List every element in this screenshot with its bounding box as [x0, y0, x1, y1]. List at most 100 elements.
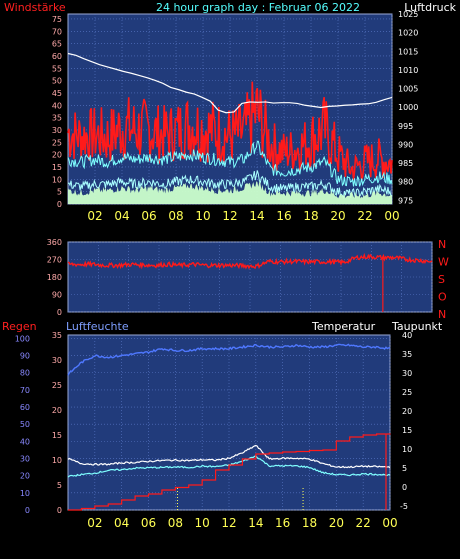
- humidity-tick-label: 90: [20, 352, 30, 361]
- temperature-tick-label: 25: [402, 388, 412, 397]
- humidity-tick-label: 0: [25, 506, 30, 515]
- humidity-tick-label: 70: [20, 386, 30, 395]
- y-right-tick-label: 980: [398, 178, 413, 187]
- rain-tick-label: 0: [57, 506, 62, 515]
- y-right-tick-label: 985: [398, 159, 413, 168]
- x-tick-label: 16: [275, 516, 290, 530]
- wind-axis-title: Windstärke: [4, 1, 66, 14]
- y-tick-label: 15: [52, 163, 62, 172]
- x-tick-label: 14: [248, 516, 263, 530]
- x-tick-label: 12: [221, 516, 236, 530]
- y-right-tick-label: 1020: [398, 29, 418, 38]
- wind-gust-series: [67, 81, 393, 183]
- x-tick-label: 22: [357, 209, 372, 223]
- humidity-tick-label: 10: [20, 489, 30, 498]
- rain-tick-label: 30: [52, 356, 62, 365]
- dewpoint-axis-title: Taupunkt: [391, 320, 443, 333]
- x-tick-label: 08: [168, 209, 183, 223]
- x-tick-label: 00: [382, 516, 397, 530]
- rain-tick-label: 15: [52, 431, 62, 440]
- x-tick-label: 18: [302, 516, 317, 530]
- y-tick-label: 45: [52, 89, 62, 98]
- y-tick-label: 30: [52, 126, 62, 135]
- y-tick-label: 180: [47, 273, 62, 282]
- compass-label: W: [438, 256, 449, 269]
- temperature-tick-label: 35: [402, 350, 412, 359]
- compass-label: N: [438, 308, 446, 321]
- humidity-tick-label: 50: [20, 420, 30, 429]
- temperature-tick-label: 20: [402, 407, 412, 416]
- temperature-series: [67, 444, 391, 469]
- x-tick-label: 10: [195, 209, 210, 223]
- x-tick-label: 02: [87, 209, 102, 223]
- chart-title: 24 hour graph day : Februar 06 2022: [156, 1, 360, 14]
- y-tick-label: 50: [52, 77, 62, 86]
- y-tick-label: 70: [52, 27, 62, 36]
- wind-direction-series: [67, 252, 433, 270]
- y-tick-label: 75: [52, 15, 62, 24]
- temperature-tick-label: 40: [402, 331, 412, 340]
- x-tick-label: 06: [141, 209, 156, 223]
- temperature-tick-label: 30: [402, 369, 412, 378]
- humidity-tick-label: 20: [20, 472, 30, 481]
- temperature-tick-label: 5: [402, 464, 407, 473]
- rain-tick-label: 10: [52, 456, 62, 465]
- x-tick-label: 12: [222, 209, 237, 223]
- x-tick-label: 18: [303, 209, 318, 223]
- rain-series: [68, 433, 391, 511]
- compass-label: O: [438, 291, 447, 304]
- compass-label: N: [438, 238, 446, 251]
- y-tick-label: 35: [52, 114, 62, 123]
- y-tick-label: 60: [52, 52, 62, 61]
- y-tick-label: 55: [52, 64, 62, 73]
- y-right-tick-label: 995: [398, 122, 413, 131]
- temperature-tick-label: -5: [400, 502, 408, 511]
- y-right-tick-label: 1015: [398, 47, 418, 56]
- y-right-tick-label: 1000: [398, 103, 418, 112]
- humidity-series: [67, 343, 391, 376]
- x-tick-label: 22: [356, 516, 371, 530]
- rain-humidity-temperature-panel: 0102030405060708090100051015202530350510…: [15, 331, 412, 530]
- temperature-axis-title: Temperatur: [311, 320, 376, 333]
- pressure-series: [67, 52, 393, 114]
- rain-tick-label: 35: [52, 331, 62, 340]
- y-tick-label: 360: [47, 238, 62, 247]
- humidity-tick-label: 100: [15, 334, 30, 343]
- humidity-tick-label: 40: [20, 437, 30, 446]
- y-tick-label: 270: [47, 256, 62, 265]
- wind-low-series: [67, 170, 393, 200]
- temperature-tick-label: 10: [402, 445, 412, 454]
- x-tick-label: 10: [195, 516, 210, 530]
- temperature-tick-label: 15: [402, 426, 412, 435]
- plot-area: [67, 13, 393, 205]
- rain-axis-title: Regen: [2, 320, 37, 333]
- compass-label: S: [438, 273, 445, 286]
- x-tick-label: 14: [249, 209, 264, 223]
- y-right-tick-label: 1025: [398, 10, 418, 19]
- x-tick-label: 02: [87, 516, 102, 530]
- y-right-tick-label: 975: [398, 196, 413, 205]
- x-tick-label: 16: [276, 209, 291, 223]
- x-tick-label: 20: [329, 516, 344, 530]
- wind-average-series: [67, 140, 393, 187]
- y-right-tick-label: 1010: [398, 66, 418, 75]
- x-tick-label: 06: [141, 516, 156, 530]
- x-tick-label: 04: [114, 209, 129, 223]
- temperature-tick-label: 0: [402, 483, 407, 492]
- y-tick-label: 25: [52, 138, 62, 147]
- y-tick-label: 0: [57, 308, 62, 317]
- rain-tick-label: 20: [52, 406, 62, 415]
- x-tick-label: 00: [384, 209, 399, 223]
- humidity-tick-label: 30: [20, 455, 30, 464]
- y-right-tick-label: 1005: [398, 85, 418, 94]
- y-tick-label: 65: [52, 40, 62, 49]
- x-tick-label: 08: [168, 516, 183, 530]
- humidity-tick-label: 80: [20, 369, 30, 378]
- x-tick-label: 04: [114, 516, 129, 530]
- wind-calm-area: [68, 181, 392, 204]
- y-tick-label: 90: [52, 291, 62, 300]
- x-tick-label: 20: [330, 209, 345, 223]
- y-tick-label: 5: [57, 188, 62, 197]
- humidity-axis-title: Luftfeuchte: [66, 320, 129, 333]
